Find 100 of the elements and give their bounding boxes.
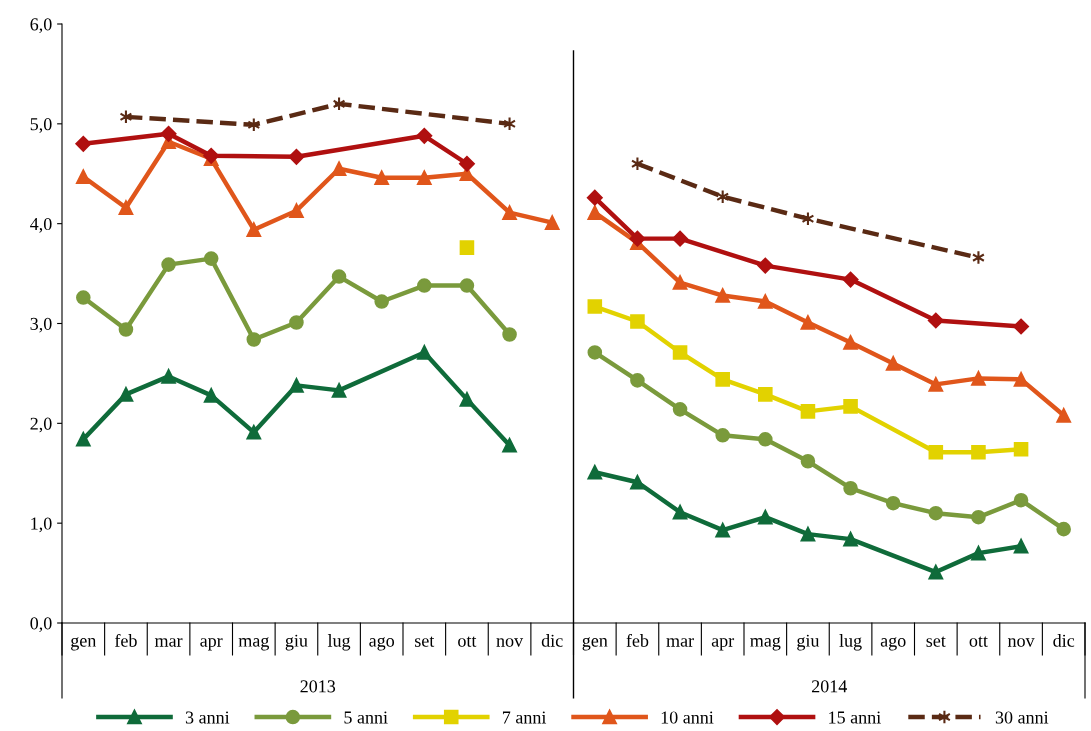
point xyxy=(502,327,517,342)
y-tick-label: 2,0 xyxy=(30,417,52,433)
point xyxy=(459,155,475,172)
x-tick-label: dic xyxy=(541,634,563,647)
x-tick-label: dic xyxy=(1053,634,1075,647)
point xyxy=(459,240,475,255)
x-tick-label: ott xyxy=(458,636,477,647)
point xyxy=(715,428,730,443)
x-tick-label: nov xyxy=(1007,638,1035,647)
point xyxy=(927,312,944,329)
point xyxy=(630,373,645,388)
point xyxy=(672,230,688,247)
x-tick-label: apr xyxy=(711,638,735,651)
point xyxy=(885,495,901,511)
point xyxy=(715,372,730,387)
legend-label: 5 anni xyxy=(344,711,388,724)
point xyxy=(672,402,688,417)
point xyxy=(417,170,432,186)
x-tick-label: mar xyxy=(666,638,694,647)
point xyxy=(800,404,816,419)
point xyxy=(331,161,347,177)
point xyxy=(331,383,347,398)
point xyxy=(416,127,433,144)
y-tick-label: 6,0 xyxy=(30,18,52,34)
point xyxy=(672,504,688,520)
point xyxy=(928,377,944,392)
point xyxy=(716,189,730,204)
point xyxy=(374,170,389,186)
point xyxy=(246,425,262,440)
point xyxy=(203,388,219,403)
legend-label: 15 anni xyxy=(829,711,881,724)
point xyxy=(246,332,262,347)
point xyxy=(289,203,304,218)
point xyxy=(843,335,858,350)
point xyxy=(417,345,432,360)
point xyxy=(758,509,773,525)
point xyxy=(758,387,773,402)
point xyxy=(971,371,986,386)
legend-label: 3 anni xyxy=(185,711,230,724)
point xyxy=(1013,492,1029,508)
x-tick-label: apr xyxy=(200,638,223,651)
text: 2013 xyxy=(300,680,336,693)
point xyxy=(118,387,134,402)
point xyxy=(459,392,475,407)
point xyxy=(289,315,304,330)
point xyxy=(331,269,347,284)
point xyxy=(587,299,603,314)
point xyxy=(758,432,773,447)
point xyxy=(843,531,858,547)
point xyxy=(715,522,730,538)
point xyxy=(417,278,432,293)
point xyxy=(800,526,816,542)
point xyxy=(288,148,305,165)
x-tick-label: feb xyxy=(114,633,137,647)
point xyxy=(629,230,646,247)
x-tick-label: set xyxy=(926,636,946,647)
x-tick-label: giu xyxy=(797,634,820,651)
point xyxy=(757,257,774,274)
point xyxy=(971,509,986,525)
point xyxy=(587,345,603,360)
point xyxy=(544,215,560,230)
point xyxy=(800,315,816,330)
point xyxy=(587,205,603,220)
point xyxy=(374,294,389,309)
x-tick-label: lug xyxy=(839,634,862,651)
point xyxy=(1013,442,1029,457)
y-tick-label: 4,0 xyxy=(30,217,52,233)
point xyxy=(75,135,92,152)
x-tick-label: ago xyxy=(880,637,906,651)
point xyxy=(1013,372,1029,387)
point xyxy=(800,453,816,469)
point xyxy=(587,464,603,480)
point xyxy=(118,200,134,215)
x-tick-label: ott xyxy=(969,636,988,647)
point xyxy=(1056,521,1071,537)
point xyxy=(586,189,603,206)
point xyxy=(843,399,858,414)
point xyxy=(246,222,262,237)
point xyxy=(1056,408,1071,423)
x-tick-label: feb xyxy=(626,633,649,647)
x-tick-label: mar xyxy=(154,638,183,647)
legend-label: 10 anni xyxy=(661,711,714,724)
point xyxy=(672,345,688,360)
point xyxy=(928,444,944,460)
x-tick-label: gen xyxy=(582,637,608,651)
x-tick-label: mag xyxy=(238,637,270,651)
point xyxy=(758,294,773,309)
point xyxy=(160,125,177,142)
point xyxy=(672,275,688,290)
y-tick-label: 0,0 xyxy=(30,617,52,633)
x-tick-label: nov xyxy=(496,638,524,647)
legend-label: 7 anni xyxy=(502,711,547,724)
y-tick-label: 1,0 xyxy=(31,517,52,533)
x-tick-label: lug xyxy=(327,634,351,651)
x-tick-label: gen xyxy=(71,637,97,651)
point xyxy=(630,474,645,490)
point xyxy=(161,257,176,272)
point xyxy=(161,369,176,384)
y-tick-label: 3,0 xyxy=(30,317,52,333)
point xyxy=(715,288,730,303)
